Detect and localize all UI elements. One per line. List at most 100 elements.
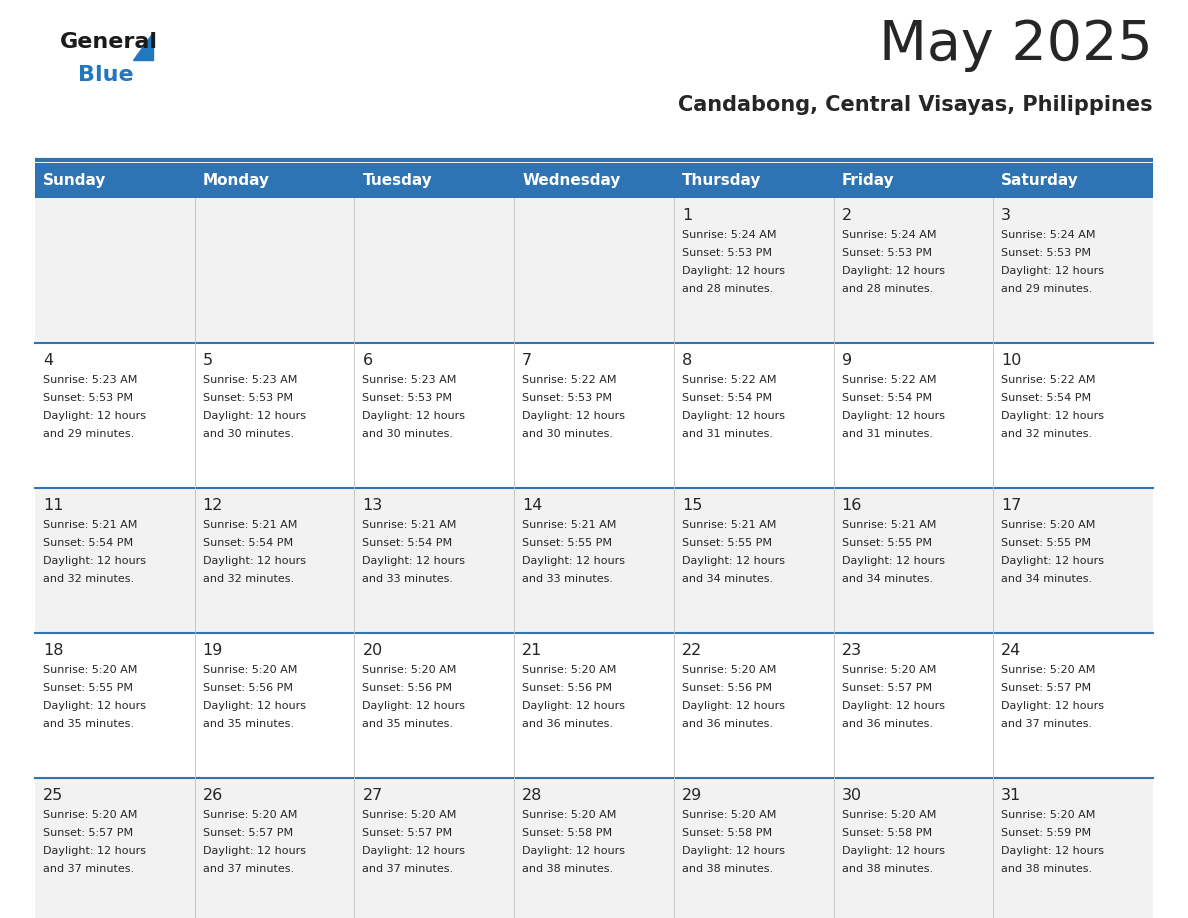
Text: and 34 minutes.: and 34 minutes. xyxy=(682,574,773,584)
Text: Sunrise: 5:20 AM: Sunrise: 5:20 AM xyxy=(362,810,457,820)
Text: Sunset: 5:53 PM: Sunset: 5:53 PM xyxy=(841,248,931,258)
Text: Sunrise: 5:21 AM: Sunrise: 5:21 AM xyxy=(841,520,936,530)
Text: 1: 1 xyxy=(682,208,693,223)
Text: Sunrise: 5:24 AM: Sunrise: 5:24 AM xyxy=(1001,230,1095,240)
Text: Daylight: 12 hours: Daylight: 12 hours xyxy=(43,846,146,856)
Text: Daylight: 12 hours: Daylight: 12 hours xyxy=(523,411,625,421)
Text: and 38 minutes.: and 38 minutes. xyxy=(1001,864,1093,874)
Text: and 30 minutes.: and 30 minutes. xyxy=(523,429,613,439)
Text: Sunrise: 5:20 AM: Sunrise: 5:20 AM xyxy=(523,810,617,820)
Text: and 37 minutes.: and 37 minutes. xyxy=(43,864,134,874)
Text: 8: 8 xyxy=(682,353,693,368)
Text: Sunrise: 5:20 AM: Sunrise: 5:20 AM xyxy=(1001,810,1095,820)
Text: and 32 minutes.: and 32 minutes. xyxy=(1001,429,1093,439)
Text: Sunrise: 5:20 AM: Sunrise: 5:20 AM xyxy=(841,665,936,675)
Text: and 35 minutes.: and 35 minutes. xyxy=(362,719,454,729)
Text: Sunset: 5:58 PM: Sunset: 5:58 PM xyxy=(523,828,612,838)
Text: Sunrise: 5:22 AM: Sunrise: 5:22 AM xyxy=(523,375,617,385)
Text: Sunset: 5:54 PM: Sunset: 5:54 PM xyxy=(203,538,292,548)
Text: Sunset: 5:53 PM: Sunset: 5:53 PM xyxy=(523,393,612,403)
Text: and 28 minutes.: and 28 minutes. xyxy=(841,284,933,294)
Text: Tuesday: Tuesday xyxy=(362,173,432,188)
Text: and 35 minutes.: and 35 minutes. xyxy=(43,719,134,729)
Text: Daylight: 12 hours: Daylight: 12 hours xyxy=(362,411,466,421)
Text: Blue: Blue xyxy=(78,65,133,85)
Text: and 28 minutes.: and 28 minutes. xyxy=(682,284,773,294)
Text: Sunrise: 5:20 AM: Sunrise: 5:20 AM xyxy=(43,810,138,820)
Text: 11: 11 xyxy=(43,498,63,513)
Text: Sunset: 5:54 PM: Sunset: 5:54 PM xyxy=(841,393,931,403)
Text: and 33 minutes.: and 33 minutes. xyxy=(523,574,613,584)
Text: and 32 minutes.: and 32 minutes. xyxy=(203,574,293,584)
Text: and 37 minutes.: and 37 minutes. xyxy=(203,864,293,874)
Text: and 30 minutes.: and 30 minutes. xyxy=(362,429,454,439)
Text: Friday: Friday xyxy=(841,173,895,188)
Text: and 36 minutes.: and 36 minutes. xyxy=(523,719,613,729)
Text: Sunset: 5:57 PM: Sunset: 5:57 PM xyxy=(203,828,292,838)
Bar xyxy=(34,633,1154,778)
Text: Daylight: 12 hours: Daylight: 12 hours xyxy=(841,846,944,856)
Text: Sunrise: 5:20 AM: Sunrise: 5:20 AM xyxy=(523,665,617,675)
Text: Daylight: 12 hours: Daylight: 12 hours xyxy=(682,266,785,276)
Text: Sunset: 5:53 PM: Sunset: 5:53 PM xyxy=(682,248,772,258)
Text: Sunset: 5:57 PM: Sunset: 5:57 PM xyxy=(1001,683,1092,693)
Text: and 31 minutes.: and 31 minutes. xyxy=(841,429,933,439)
Text: Sunset: 5:55 PM: Sunset: 5:55 PM xyxy=(43,683,133,693)
Text: 28: 28 xyxy=(523,788,543,803)
Text: Daylight: 12 hours: Daylight: 12 hours xyxy=(1001,556,1105,566)
Text: General: General xyxy=(61,32,158,52)
Text: and 29 minutes.: and 29 minutes. xyxy=(43,429,134,439)
Text: 20: 20 xyxy=(362,643,383,658)
Text: Sunday: Sunday xyxy=(43,173,107,188)
Text: Daylight: 12 hours: Daylight: 12 hours xyxy=(362,701,466,711)
Text: Sunset: 5:58 PM: Sunset: 5:58 PM xyxy=(682,828,772,838)
Text: Sunrise: 5:20 AM: Sunrise: 5:20 AM xyxy=(841,810,936,820)
Text: Sunrise: 5:20 AM: Sunrise: 5:20 AM xyxy=(682,665,776,675)
Text: Sunset: 5:56 PM: Sunset: 5:56 PM xyxy=(682,683,772,693)
Text: and 36 minutes.: and 36 minutes. xyxy=(841,719,933,729)
Text: Daylight: 12 hours: Daylight: 12 hours xyxy=(841,411,944,421)
Text: Daylight: 12 hours: Daylight: 12 hours xyxy=(523,846,625,856)
Text: Sunset: 5:53 PM: Sunset: 5:53 PM xyxy=(203,393,292,403)
Text: Daylight: 12 hours: Daylight: 12 hours xyxy=(362,556,466,566)
Text: Daylight: 12 hours: Daylight: 12 hours xyxy=(203,556,305,566)
Bar xyxy=(34,163,1154,198)
Text: Sunrise: 5:24 AM: Sunrise: 5:24 AM xyxy=(682,230,776,240)
Text: and 31 minutes.: and 31 minutes. xyxy=(682,429,773,439)
Text: Daylight: 12 hours: Daylight: 12 hours xyxy=(43,701,146,711)
Text: and 29 minutes.: and 29 minutes. xyxy=(1001,284,1093,294)
Text: Sunrise: 5:20 AM: Sunrise: 5:20 AM xyxy=(362,665,457,675)
Text: Sunset: 5:59 PM: Sunset: 5:59 PM xyxy=(1001,828,1092,838)
Text: Sunset: 5:55 PM: Sunset: 5:55 PM xyxy=(1001,538,1092,548)
Text: Sunset: 5:53 PM: Sunset: 5:53 PM xyxy=(362,393,453,403)
Text: 3: 3 xyxy=(1001,208,1011,223)
Text: 24: 24 xyxy=(1001,643,1022,658)
Text: 2: 2 xyxy=(841,208,852,223)
Text: Sunset: 5:56 PM: Sunset: 5:56 PM xyxy=(203,683,292,693)
Text: 14: 14 xyxy=(523,498,543,513)
Text: Sunset: 5:56 PM: Sunset: 5:56 PM xyxy=(362,683,453,693)
Bar xyxy=(34,778,1154,918)
Text: Sunset: 5:57 PM: Sunset: 5:57 PM xyxy=(841,683,931,693)
Text: Daylight: 12 hours: Daylight: 12 hours xyxy=(682,701,785,711)
Text: 6: 6 xyxy=(362,353,373,368)
Text: Sunset: 5:58 PM: Sunset: 5:58 PM xyxy=(841,828,931,838)
Text: and 30 minutes.: and 30 minutes. xyxy=(203,429,293,439)
Text: Sunrise: 5:20 AM: Sunrise: 5:20 AM xyxy=(1001,520,1095,530)
Text: Sunrise: 5:21 AM: Sunrise: 5:21 AM xyxy=(43,520,138,530)
Text: Sunset: 5:55 PM: Sunset: 5:55 PM xyxy=(841,538,931,548)
Text: Daylight: 12 hours: Daylight: 12 hours xyxy=(43,556,146,566)
Text: 23: 23 xyxy=(841,643,861,658)
Text: Daylight: 12 hours: Daylight: 12 hours xyxy=(841,556,944,566)
Text: Sunset: 5:53 PM: Sunset: 5:53 PM xyxy=(43,393,133,403)
Text: Sunrise: 5:21 AM: Sunrise: 5:21 AM xyxy=(682,520,776,530)
Text: 7: 7 xyxy=(523,353,532,368)
Text: Monday: Monday xyxy=(203,173,270,188)
Text: Sunrise: 5:22 AM: Sunrise: 5:22 AM xyxy=(1001,375,1095,385)
Text: Sunrise: 5:22 AM: Sunrise: 5:22 AM xyxy=(841,375,936,385)
Text: Sunrise: 5:23 AM: Sunrise: 5:23 AM xyxy=(43,375,138,385)
Text: Daylight: 12 hours: Daylight: 12 hours xyxy=(523,556,625,566)
Text: 10: 10 xyxy=(1001,353,1022,368)
Text: Daylight: 12 hours: Daylight: 12 hours xyxy=(1001,266,1105,276)
Text: Sunrise: 5:20 AM: Sunrise: 5:20 AM xyxy=(43,665,138,675)
